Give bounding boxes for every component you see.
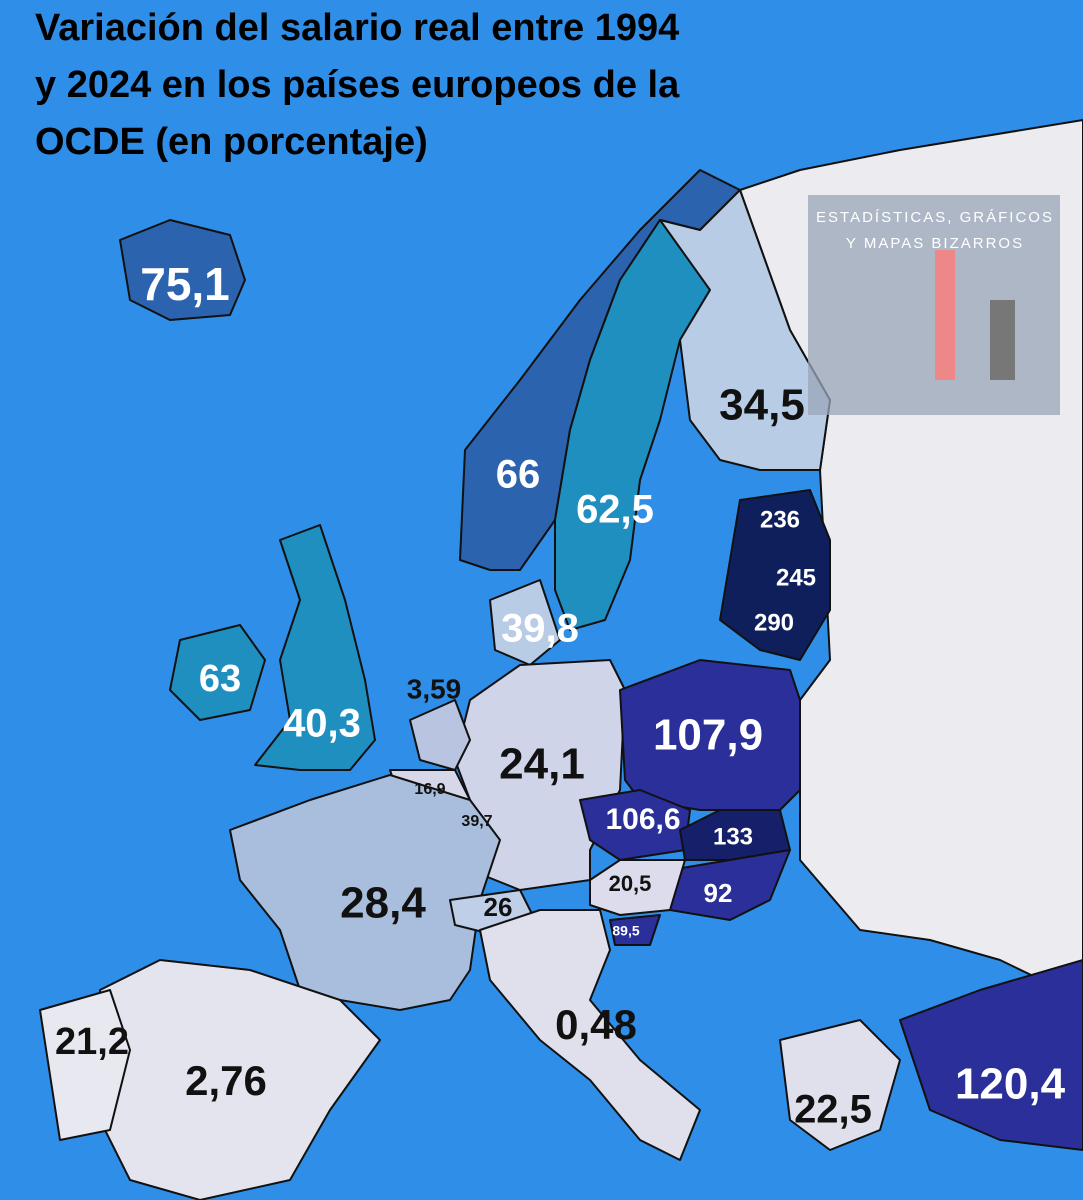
baltics <box>719 489 831 661</box>
netherlands <box>409 699 471 771</box>
region-label: 16,9 <box>414 781 445 798</box>
region-label: 24,1 <box>499 740 585 789</box>
ireland <box>169 624 266 721</box>
watermark: ESTADÍSTICAS, GRÁFICOS Y MAPAS BIZARROS <box>808 195 1060 415</box>
region-label: 2,76 <box>185 1057 267 1104</box>
region-label: 0,48 <box>555 1001 637 1048</box>
region-label: 40,3 <box>283 702 361 746</box>
region-label: 21,2 <box>55 1021 129 1063</box>
portugal <box>39 989 131 1141</box>
region-label: 92 <box>704 878 733 908</box>
uk <box>254 524 376 771</box>
region-label: 290 <box>754 609 794 636</box>
region-label: 26 <box>484 892 513 922</box>
region-label: 20,5 <box>609 871 652 896</box>
region-label: 66 <box>496 453 541 497</box>
region-label: 89,5 <box>612 923 639 939</box>
finland <box>659 189 831 471</box>
region-label: 3,59 <box>407 673 462 704</box>
watermark-text: Y MAPAS BIZARROS <box>846 235 1024 252</box>
region-label: 39,7 <box>461 813 492 830</box>
labels: 75,1 66 62,5 34,5 236 245 290 39,8 63 40,3 3,59 24,… <box>55 258 1066 1131</box>
region-label: 39,8 <box>501 607 579 651</box>
region-label: 63 <box>199 658 241 700</box>
poland <box>619 659 801 811</box>
italy <box>479 909 701 1161</box>
watermark-bar <box>935 250 955 380</box>
region-label: 106,6 <box>605 803 680 836</box>
region-label: 28,4 <box>340 879 426 928</box>
spain <box>99 959 381 1200</box>
title-line: y 2024 en los países europeos de la <box>35 64 680 106</box>
region-label: 62,5 <box>576 488 654 532</box>
watermark-text: ESTADÍSTICAS, GRÁFICOS <box>816 209 1054 226</box>
title-line: Variación del salario real entre 1994 <box>35 7 679 49</box>
region-label: 236 <box>760 506 800 533</box>
region-label: 107,9 <box>653 711 763 760</box>
region-label: 22,5 <box>794 1088 872 1132</box>
title-line: OCDE (en porcentaje) <box>35 121 428 163</box>
region-label: 133 <box>713 823 753 850</box>
watermark-box <box>808 195 1060 415</box>
region-label: 120,4 <box>955 1060 1066 1109</box>
greece <box>779 1019 901 1151</box>
austria <box>589 859 686 916</box>
region-label: 75,1 <box>140 258 230 310</box>
region-label: 245 <box>776 564 816 591</box>
slovenia <box>609 914 661 946</box>
iceland <box>119 219 246 321</box>
region-label: 34,5 <box>719 381 805 430</box>
title: Variación del salario real entre 1994 y … <box>35 7 680 163</box>
watermark-bar <box>990 300 1015 380</box>
france <box>229 774 501 1011</box>
turkey <box>899 959 1083 1151</box>
denmark <box>489 579 561 666</box>
